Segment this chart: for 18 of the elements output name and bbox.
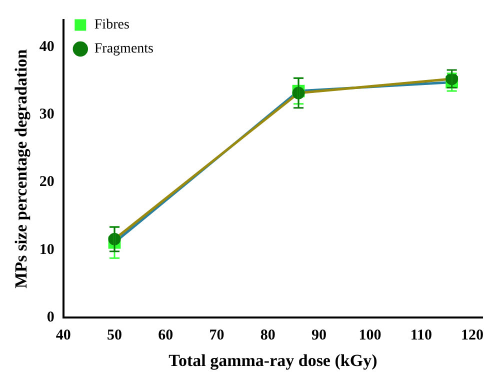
x-tick-label: 70 bbox=[209, 327, 224, 344]
x-tick-label: 110 bbox=[410, 327, 432, 344]
legend-label: Fragments bbox=[94, 42, 154, 57]
x-tick-label: 100 bbox=[358, 327, 382, 344]
y-axis-title: MPs size percentage degradation bbox=[12, 48, 31, 288]
y-tick-label: 40 bbox=[39, 38, 54, 55]
x-tick-label: 90 bbox=[311, 327, 326, 344]
legend-label: Fibres bbox=[94, 18, 130, 33]
y-tick-label: 10 bbox=[39, 242, 54, 258]
y-tick-label: 0 bbox=[46, 309, 54, 326]
y-tick-label: 20 bbox=[39, 174, 54, 190]
x-axis-title: Total gamma-ray dose (kGy) bbox=[168, 351, 378, 370]
x-tick-label: 80 bbox=[260, 327, 276, 344]
y-tick-label: 30 bbox=[39, 106, 54, 123]
x-tick-label: 40 bbox=[56, 327, 71, 344]
x-tick-label: 50 bbox=[107, 327, 122, 344]
x-tick-label: 120 bbox=[461, 327, 484, 344]
x-tick-label: 60 bbox=[158, 327, 174, 344]
